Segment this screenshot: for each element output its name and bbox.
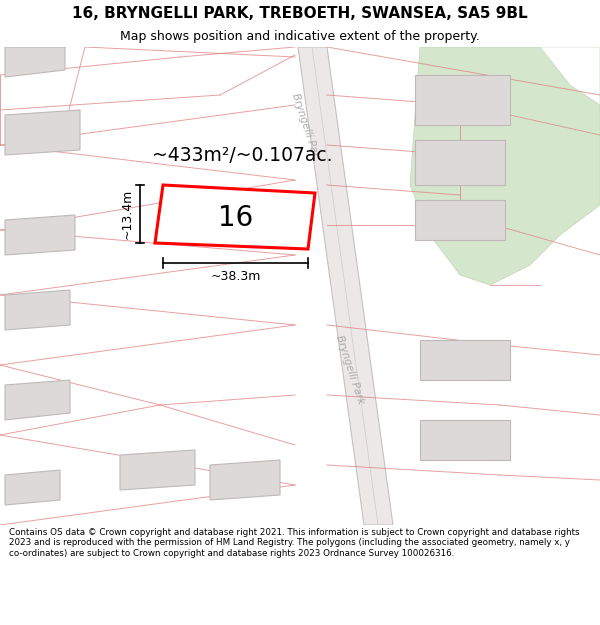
Text: Bryngelli Park: Bryngelli Park — [334, 334, 366, 406]
Polygon shape — [5, 470, 60, 505]
Polygon shape — [410, 47, 600, 285]
Polygon shape — [5, 110, 80, 155]
Polygon shape — [540, 47, 600, 105]
Text: ~433m²/~0.107ac.: ~433m²/~0.107ac. — [152, 146, 332, 164]
Polygon shape — [415, 200, 505, 240]
Polygon shape — [210, 460, 280, 500]
Polygon shape — [155, 185, 315, 249]
Polygon shape — [415, 75, 510, 125]
Text: Contains OS data © Crown copyright and database right 2021. This information is : Contains OS data © Crown copyright and d… — [9, 528, 580, 558]
Text: Bryngelli Par: Bryngelli Par — [290, 92, 320, 158]
Text: 16, BRYNGELLI PARK, TREBOETH, SWANSEA, SA5 9BL: 16, BRYNGELLI PARK, TREBOETH, SWANSEA, S… — [72, 6, 528, 21]
Polygon shape — [298, 47, 393, 525]
Polygon shape — [415, 140, 505, 185]
Polygon shape — [5, 215, 75, 255]
Text: ~38.3m: ~38.3m — [211, 271, 260, 284]
Polygon shape — [420, 340, 510, 380]
Polygon shape — [215, 195, 285, 235]
Text: ~13.4m: ~13.4m — [121, 189, 134, 239]
Text: Map shows position and indicative extent of the property.: Map shows position and indicative extent… — [120, 30, 480, 43]
Polygon shape — [120, 450, 195, 490]
Polygon shape — [5, 47, 65, 77]
Polygon shape — [5, 290, 70, 330]
Polygon shape — [5, 380, 70, 420]
Polygon shape — [420, 420, 510, 460]
Text: 16: 16 — [218, 204, 253, 231]
